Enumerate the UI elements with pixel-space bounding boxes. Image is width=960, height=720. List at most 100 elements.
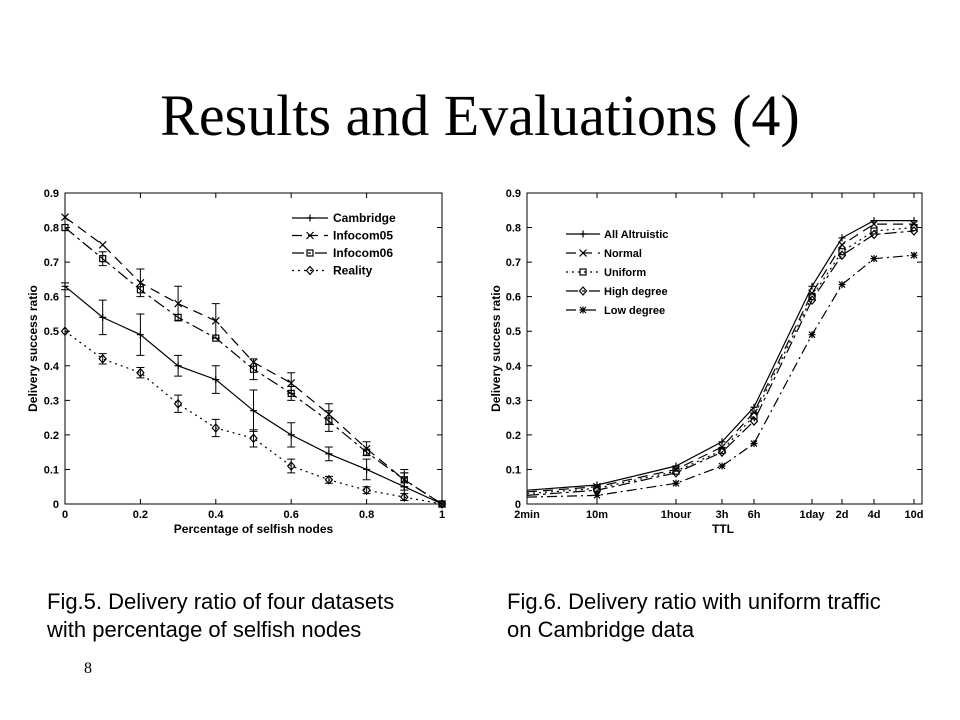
data-point xyxy=(363,465,371,473)
data-point xyxy=(99,313,107,321)
plot-area xyxy=(526,192,923,505)
slide-title: Results and Evaluations (4) xyxy=(160,83,800,148)
data-point xyxy=(362,485,371,496)
data-point xyxy=(910,217,918,225)
delivery-ratio-ttl-chart: 0 0.1 0.2 0.3 0.4 0.5 0.6 0.7 0.8 0.9 2min 10m 1hour… xyxy=(489,188,923,536)
data-point xyxy=(287,389,295,398)
error-bar xyxy=(287,386,296,401)
data-point xyxy=(750,440,758,448)
x-tick-label: 0 xyxy=(62,509,68,521)
legend-label: Low degree xyxy=(604,305,665,317)
legend-item: Reality xyxy=(292,264,373,278)
error-bar xyxy=(174,394,183,413)
data-point xyxy=(910,251,918,259)
data-point xyxy=(870,227,878,235)
x-tick-label: 0.4 xyxy=(208,509,224,521)
data-point xyxy=(325,417,333,425)
data-point xyxy=(750,403,758,411)
legend-label: Uniform xyxy=(604,267,646,279)
data-point xyxy=(909,226,919,236)
x-axis-label: TTL xyxy=(712,522,734,536)
error-bar xyxy=(324,410,333,432)
legend-label: High degree xyxy=(604,286,668,298)
data-point xyxy=(717,447,727,458)
error-bar xyxy=(400,468,409,491)
data-point xyxy=(400,492,409,503)
x-tick-label: 6h xyxy=(748,509,761,521)
caption-line: Fig.5. Delivery ratio of four datasets xyxy=(47,589,395,614)
data-point xyxy=(578,286,588,296)
legend-label: Cambridge xyxy=(333,211,396,225)
y-tick-label: 0.3 xyxy=(44,395,59,407)
y-tick-label: 0 xyxy=(515,499,521,511)
x-tick-label: 10m xyxy=(586,509,608,521)
y-tick-label: 0.1 xyxy=(44,464,59,476)
y-tick-label: 0 xyxy=(53,499,59,511)
legend-item: Infocom05 xyxy=(292,229,393,243)
data-point xyxy=(286,461,296,471)
data-point xyxy=(136,286,144,294)
data-point xyxy=(306,231,314,240)
data-point xyxy=(287,431,295,439)
data-point xyxy=(212,376,220,384)
data-point xyxy=(870,220,878,229)
legend-label: Normal xyxy=(604,248,642,260)
data-point xyxy=(808,331,816,339)
y-tick-label: 0.8 xyxy=(44,223,59,235)
series-group xyxy=(61,223,446,508)
x-tick-label: 0.2 xyxy=(133,509,148,521)
y-tick-label: 0.6 xyxy=(506,292,521,304)
y-tick-label: 0.5 xyxy=(506,326,521,338)
figure-5-caption: Fig.5. Delivery ratio of four datasets w… xyxy=(47,588,394,644)
legend-item: Normal xyxy=(566,248,642,260)
data-point xyxy=(60,326,70,337)
data-point xyxy=(306,214,314,222)
y-tick-label: 0.6 xyxy=(44,292,59,304)
y-tick-label: 0.7 xyxy=(506,257,521,269)
data-point xyxy=(136,331,144,339)
data-point xyxy=(287,379,296,387)
data-point xyxy=(579,306,587,314)
data-point xyxy=(211,423,221,433)
caption-line: Fig.6. Delivery ratio with uniform traff… xyxy=(507,589,881,614)
data-point xyxy=(579,249,587,257)
series-group xyxy=(526,226,919,496)
y-tick-label: 0.9 xyxy=(506,188,521,200)
legend-label: Reality xyxy=(333,264,373,278)
series-line xyxy=(526,230,915,496)
data-point xyxy=(838,240,846,249)
data-point xyxy=(324,474,334,485)
data-point xyxy=(749,416,759,426)
data-point xyxy=(174,313,182,321)
y-tick-label: 0.7 xyxy=(44,257,59,269)
data-point xyxy=(174,299,183,308)
error-bar xyxy=(98,251,107,267)
x-tick-label: 3h xyxy=(716,509,729,521)
series-group xyxy=(60,326,447,509)
x-tick-label: 2d xyxy=(836,509,849,521)
series-group xyxy=(526,223,918,495)
x-tick-label: 2min xyxy=(514,509,540,521)
data-point xyxy=(838,281,846,289)
x-tick-label: 0.6 xyxy=(284,509,299,521)
data-point xyxy=(250,407,257,415)
legend-label: Infocom05 xyxy=(333,229,393,243)
data-point xyxy=(400,476,408,484)
data-point xyxy=(750,412,758,420)
x-tick-label: 1day xyxy=(799,509,825,521)
error-bar xyxy=(249,429,258,448)
data-point xyxy=(363,448,371,456)
y-tick-label: 0.3 xyxy=(506,395,521,407)
data-point xyxy=(249,365,258,373)
data-point xyxy=(98,240,107,249)
data-point xyxy=(325,450,333,458)
data-point xyxy=(99,255,107,263)
data-point xyxy=(870,217,878,225)
data-point xyxy=(807,295,817,306)
data-point xyxy=(61,223,69,232)
data-point xyxy=(808,282,816,290)
legend-item: Uniform xyxy=(566,267,646,279)
data-point xyxy=(212,334,220,342)
data-point xyxy=(838,234,846,242)
y-axis-label: Delivery success ratio xyxy=(26,285,40,412)
